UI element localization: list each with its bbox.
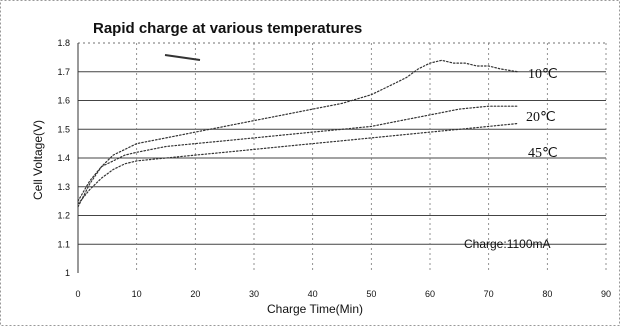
y-tick-label: 1.4: [57, 153, 70, 163]
series-line-3: [77, 122, 519, 205]
x-tick-label: 20: [190, 289, 200, 299]
y-tick-label: 1.8: [57, 38, 70, 48]
series-line-2: [77, 105, 519, 202]
series-layer: [77, 59, 519, 208]
x-tick-label: 40: [308, 289, 318, 299]
series-line-1: [77, 59, 519, 208]
y-tick-label: 1: [65, 268, 70, 278]
y-axis-label: Cell Voltage(V): [31, 120, 45, 200]
x-tick-label: 30: [249, 289, 259, 299]
x-tick-label: 0: [75, 289, 80, 299]
charge-annotation: Charge:1100mA: [464, 237, 551, 251]
x-tick-label: 70: [484, 289, 494, 299]
series-label-45c: 45℃: [528, 146, 558, 161]
y-tick-label: 1.3: [57, 182, 70, 192]
y-tick-label: 1.6: [57, 96, 70, 106]
y-tick-label: 1.5: [57, 124, 70, 134]
series-label-10c: 10℃: [528, 67, 558, 82]
y-tick-label: 1.1: [57, 239, 70, 249]
tick-labels: 1 1.1 1.2 1.3 1.4 1.5 1.6 1.7 1.8 0 10 20 30 40 50 60 70…: [57, 38, 611, 299]
x-axis-label: Charge Time(Min): [267, 302, 363, 316]
chart-title: Rapid charge at various temperatures: [93, 20, 362, 37]
x-tick-label: 80: [542, 289, 552, 299]
x-tick-label: 10: [132, 289, 142, 299]
x-tick-label: 60: [425, 289, 435, 299]
y-tick-label: 1.7: [57, 67, 70, 77]
y-tick-label: 1.2: [57, 211, 70, 221]
scribble-mark: [164, 54, 201, 61]
series-label-20c: 20℃: [526, 110, 556, 125]
x-tick-label: 90: [601, 289, 611, 299]
x-tick-label: 50: [366, 289, 376, 299]
